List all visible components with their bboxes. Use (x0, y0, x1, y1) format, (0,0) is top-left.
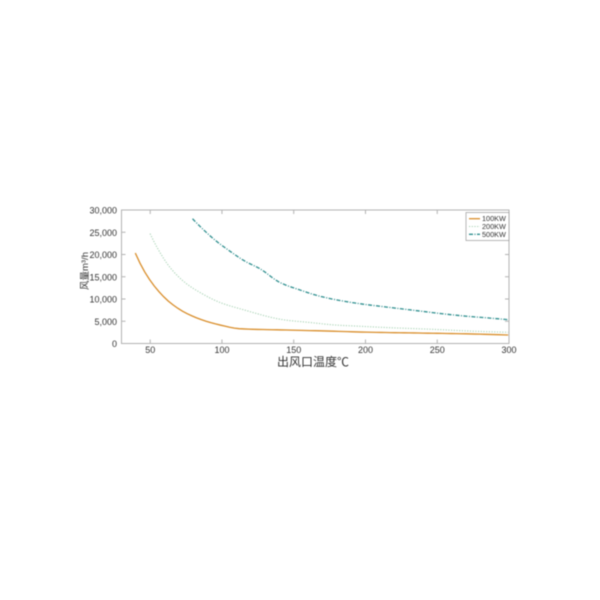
svg-text:0: 0 (112, 339, 117, 349)
svg-text:25,000: 25,000 (89, 228, 117, 238)
svg-text:250: 250 (430, 345, 445, 355)
svg-text:15,000: 15,000 (89, 272, 117, 282)
svg-text:10,000: 10,000 (89, 295, 117, 305)
svg-text:300: 300 (501, 345, 516, 355)
svg-text:50: 50 (145, 345, 155, 355)
svg-text:30,000: 30,000 (89, 206, 117, 216)
svg-text:200: 200 (358, 345, 373, 355)
svg-text:出风口温度℃: 出风口温度℃ (277, 354, 349, 369)
svg-text:500KW: 500KW (482, 230, 506, 239)
svg-text:5,000: 5,000 (94, 317, 117, 327)
svg-text:20,000: 20,000 (89, 250, 117, 260)
svg-text:风量m³/h: 风量m³/h (80, 252, 91, 290)
svg-text:150: 150 (286, 345, 301, 355)
svg-text:100: 100 (214, 345, 229, 355)
